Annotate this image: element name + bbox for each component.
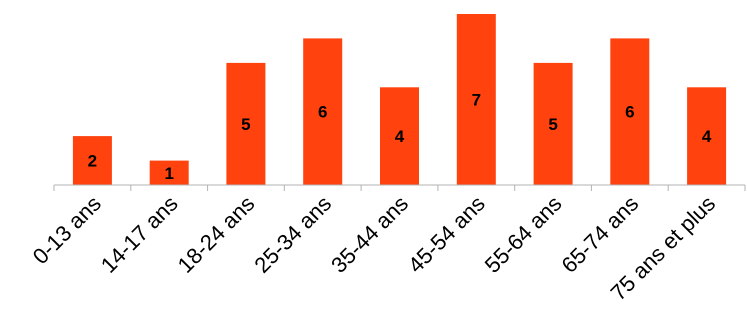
x-tick-label-3: 25-34 ans <box>249 191 336 278</box>
bar-1 <box>149 160 189 185</box>
bar-5 <box>456 14 496 185</box>
bar-3 <box>303 38 343 186</box>
data-label-6: 5 <box>548 115 557 134</box>
x-tick-label-0: 0-13 ans <box>28 191 106 269</box>
data-label-7: 6 <box>625 103 634 122</box>
bar-7 <box>610 38 650 186</box>
data-label-3: 6 <box>318 103 327 122</box>
data-label-2: 5 <box>241 115 250 134</box>
data-label-0: 2 <box>88 152 97 171</box>
x-tick-label-4: 35-44 ans <box>326 191 413 278</box>
data-label-4: 4 <box>395 127 405 146</box>
x-tick-label-5: 45-54 ans <box>403 191 490 278</box>
bar-0 <box>72 136 112 185</box>
x-tick-label-2: 18-24 ans <box>173 191 260 278</box>
bar-4 <box>380 87 419 185</box>
bar-2 <box>226 62 266 185</box>
x-tick-label-6: 55-64 ans <box>480 191 567 278</box>
x-tick-label-1: 14-17 ans <box>96 191 183 278</box>
bar-6 <box>533 62 573 185</box>
data-label-8: 4 <box>702 127 712 146</box>
data-label-1: 1 <box>164 164 173 183</box>
data-label-5: 7 <box>472 91 481 110</box>
bar-8 <box>687 87 727 185</box>
